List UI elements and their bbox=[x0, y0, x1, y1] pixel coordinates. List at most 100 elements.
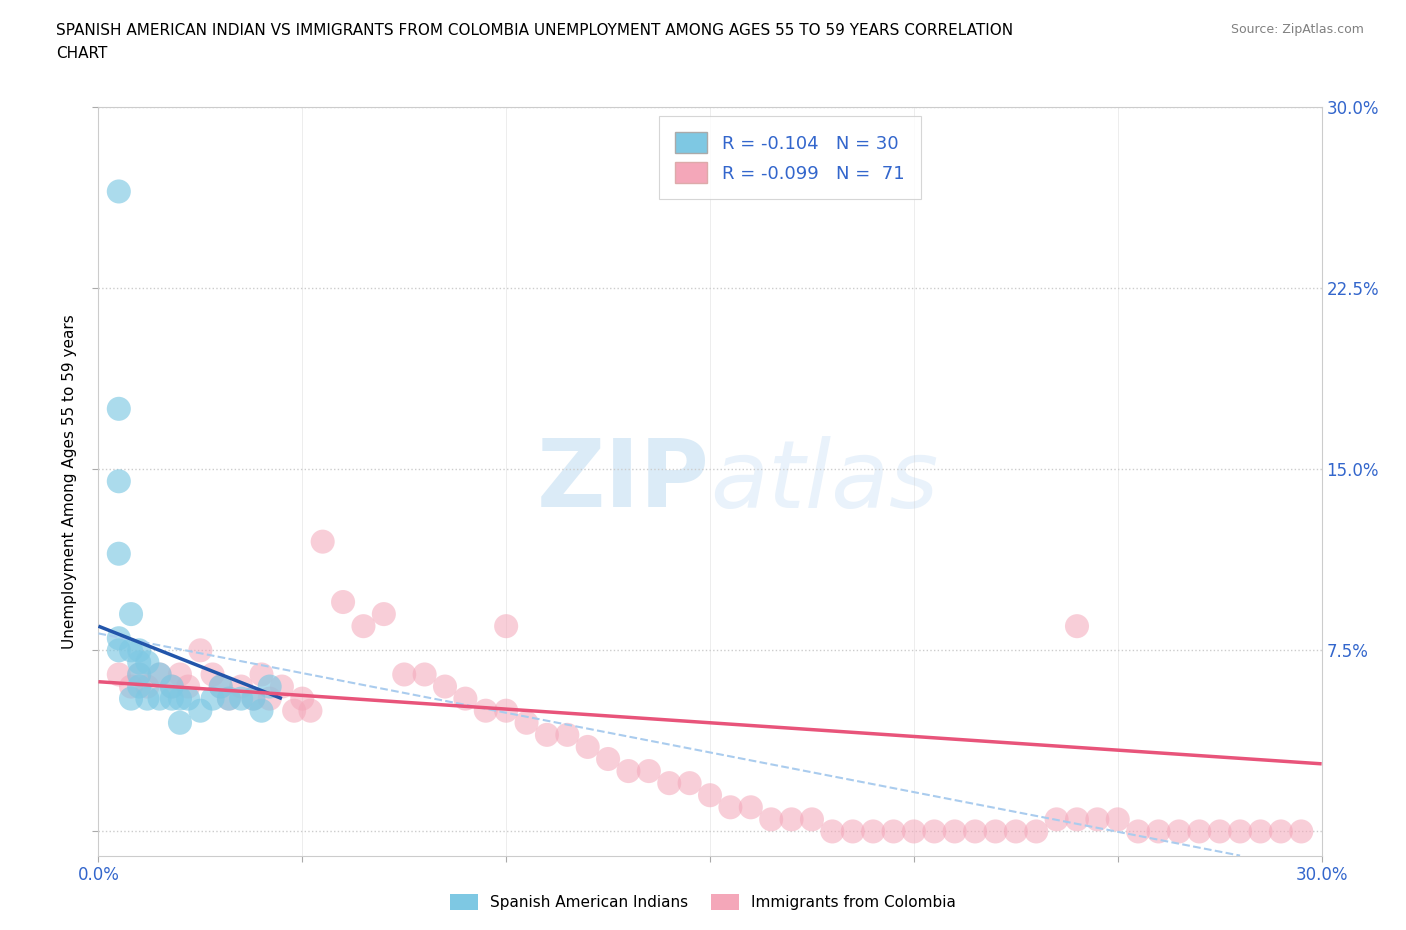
Point bbox=[801, 812, 824, 827]
Point bbox=[821, 824, 844, 839]
Point bbox=[1147, 824, 1170, 839]
Point bbox=[617, 764, 640, 778]
Point bbox=[108, 402, 131, 417]
Point bbox=[984, 824, 1007, 839]
Point bbox=[965, 824, 987, 839]
Point bbox=[201, 667, 224, 682]
Text: SPANISH AMERICAN INDIAN VS IMMIGRANTS FROM COLOMBIA UNEMPLOYMENT AMONG AGES 55 T: SPANISH AMERICAN INDIAN VS IMMIGRANTS FR… bbox=[56, 23, 1014, 38]
Point bbox=[718, 800, 742, 815]
Point bbox=[699, 788, 721, 803]
Point bbox=[250, 703, 273, 718]
Point bbox=[188, 703, 212, 718]
Point bbox=[1128, 824, 1150, 839]
Point bbox=[883, 824, 905, 839]
Point bbox=[283, 703, 305, 718]
Point bbox=[108, 474, 131, 489]
Point bbox=[454, 691, 477, 706]
Point bbox=[242, 691, 264, 706]
Point bbox=[169, 667, 191, 682]
Point bbox=[136, 691, 159, 706]
Point bbox=[1229, 824, 1251, 839]
Point bbox=[169, 715, 191, 730]
Point bbox=[1107, 812, 1129, 827]
Point bbox=[1004, 824, 1026, 839]
Point bbox=[392, 667, 416, 682]
Point bbox=[160, 691, 183, 706]
Point bbox=[128, 655, 150, 670]
Point bbox=[413, 667, 436, 682]
Point bbox=[862, 824, 884, 839]
Point bbox=[259, 679, 281, 694]
Point bbox=[128, 679, 150, 694]
Point bbox=[177, 691, 200, 706]
Point bbox=[516, 715, 538, 730]
Point bbox=[149, 667, 172, 682]
Point bbox=[128, 643, 150, 658]
Point bbox=[434, 679, 457, 694]
Point bbox=[128, 667, 150, 682]
Point bbox=[149, 667, 172, 682]
Point bbox=[218, 691, 240, 706]
Point bbox=[218, 691, 240, 706]
Point bbox=[120, 606, 142, 621]
Legend: Spanish American Indians, Immigrants from Colombia: Spanish American Indians, Immigrants fro… bbox=[443, 886, 963, 918]
Point bbox=[291, 691, 314, 706]
Point bbox=[136, 655, 159, 670]
Point bbox=[299, 703, 322, 718]
Point bbox=[658, 776, 681, 790]
Text: ZIP: ZIP bbox=[537, 435, 710, 527]
Point bbox=[1188, 824, 1211, 839]
Y-axis label: Unemployment Among Ages 55 to 59 years: Unemployment Among Ages 55 to 59 years bbox=[62, 314, 77, 648]
Point bbox=[1167, 824, 1189, 839]
Point bbox=[209, 679, 232, 694]
Point bbox=[312, 534, 335, 549]
Point bbox=[231, 679, 253, 694]
Point bbox=[761, 812, 783, 827]
Point bbox=[576, 739, 599, 754]
Point bbox=[598, 751, 620, 766]
Legend: R = -0.104   N = 30, R = -0.099   N =  71: R = -0.104 N = 30, R = -0.099 N = 71 bbox=[658, 116, 921, 199]
Point bbox=[209, 679, 232, 694]
Point bbox=[780, 812, 803, 827]
Point bbox=[120, 691, 142, 706]
Point bbox=[250, 667, 273, 682]
Point bbox=[149, 691, 172, 706]
Point bbox=[555, 727, 579, 742]
Text: CHART: CHART bbox=[56, 46, 108, 60]
Point bbox=[903, 824, 925, 839]
Point bbox=[841, 824, 863, 839]
Point bbox=[108, 184, 131, 199]
Point bbox=[1085, 812, 1108, 827]
Point bbox=[1025, 824, 1047, 839]
Point bbox=[160, 679, 183, 694]
Point bbox=[536, 727, 558, 742]
Text: Source: ZipAtlas.com: Source: ZipAtlas.com bbox=[1230, 23, 1364, 36]
Point bbox=[1209, 824, 1232, 839]
Point bbox=[177, 679, 200, 694]
Point bbox=[201, 691, 224, 706]
Point bbox=[160, 679, 183, 694]
Point bbox=[108, 546, 131, 561]
Point bbox=[231, 691, 253, 706]
Point bbox=[169, 691, 191, 706]
Point bbox=[136, 679, 159, 694]
Point bbox=[120, 643, 142, 658]
Point bbox=[270, 679, 294, 694]
Point bbox=[679, 776, 702, 790]
Point bbox=[242, 691, 264, 706]
Point bbox=[637, 764, 661, 778]
Point bbox=[108, 667, 131, 682]
Point bbox=[128, 667, 150, 682]
Point bbox=[108, 643, 131, 658]
Point bbox=[740, 800, 762, 815]
Point bbox=[943, 824, 966, 839]
Point bbox=[495, 703, 517, 718]
Point bbox=[352, 618, 374, 633]
Point bbox=[120, 679, 142, 694]
Point bbox=[1066, 618, 1088, 633]
Point bbox=[1291, 824, 1313, 839]
Point bbox=[188, 643, 212, 658]
Text: atlas: atlas bbox=[710, 436, 938, 526]
Point bbox=[373, 606, 395, 621]
Point bbox=[1270, 824, 1292, 839]
